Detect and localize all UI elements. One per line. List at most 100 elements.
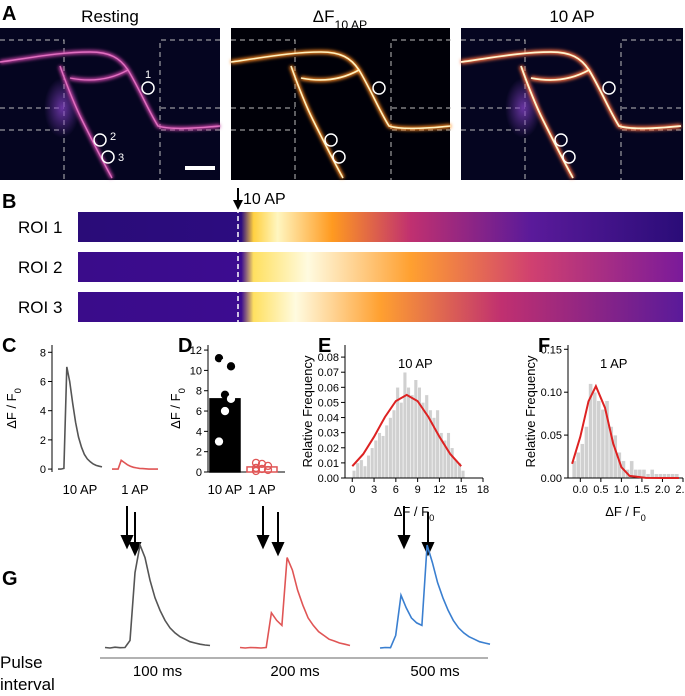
x-tick-label: 15	[455, 484, 467, 496]
roi-marker: 3	[118, 152, 124, 164]
x-tick-label: 9	[415, 484, 421, 496]
category-label: 1 AP	[121, 482, 148, 497]
row-label: ROI 2	[18, 258, 62, 277]
histogram-bar	[575, 452, 581, 479]
panel-label: E	[318, 335, 331, 357]
data-point	[251, 458, 261, 468]
histogram-bar	[413, 379, 418, 479]
data-point	[214, 380, 224, 389]
histogram-bar	[460, 470, 466, 479]
x-axis-label-sub: 0	[641, 513, 646, 523]
histogram-bar	[370, 447, 375, 479]
kymographs	[78, 188, 683, 322]
x-tick-label: 1.5	[634, 484, 649, 496]
histogram-bar	[373, 439, 378, 479]
histogram-bar	[435, 409, 440, 479]
y-axis-label: ΔF / F0	[4, 388, 23, 429]
data-point	[214, 400, 224, 410]
data-point	[251, 466, 261, 476]
x-tick-label: 0.0	[573, 484, 588, 496]
histogram-bar	[600, 409, 606, 479]
x-tick-label: 0.5	[593, 484, 608, 496]
y-axis-label-sub: 0	[13, 388, 23, 393]
y-axis-label: ΔF / F0	[168, 388, 187, 429]
histogram-bar	[424, 394, 429, 479]
y-axis-label: Relative Frequency	[523, 355, 538, 467]
data-point	[251, 463, 261, 473]
y-tick-label: 8	[196, 386, 202, 398]
data-point	[263, 465, 273, 475]
trace	[112, 459, 158, 470]
panel-label: F	[538, 335, 550, 357]
histogram-bar	[406, 387, 411, 479]
data-point	[226, 362, 236, 371]
image-delta	[229, 28, 453, 181]
histogram-bar	[384, 424, 389, 479]
histogram-bar	[391, 409, 397, 479]
panel-label: D	[178, 335, 192, 357]
x-tick-label: 0	[349, 484, 355, 496]
y-tick-label: 0.04	[318, 413, 339, 425]
x-tick-label: 12	[433, 484, 445, 496]
x-axis-label-main: ΔF / F	[394, 504, 429, 519]
trace	[58, 366, 103, 470]
y-axis-label: Relative Frequency	[300, 355, 315, 467]
y-tick-label: 0.08	[318, 352, 339, 364]
roi-marker: 1	[145, 69, 151, 81]
image-title: ΔF10 AP	[313, 7, 367, 32]
y-tick-label: 0.03	[318, 428, 339, 440]
stimulus-label: 10 AP	[243, 191, 286, 208]
histogram-bar	[450, 447, 455, 479]
histogram-bar	[584, 426, 589, 479]
histogram-bar	[592, 391, 598, 479]
row-label: ROI 1	[18, 218, 62, 237]
category-label: 100 ms	[133, 663, 182, 680]
data-point	[220, 390, 230, 399]
y-tick-label: 0.00	[318, 473, 339, 485]
y-tick-label: 2	[40, 435, 46, 447]
trace	[104, 542, 211, 649]
y-tick-label: 4	[40, 406, 46, 418]
histogram-bar	[402, 371, 407, 479]
y-tick-label: 0.02	[318, 443, 339, 455]
histogram-bar	[377, 432, 382, 479]
chart-title: 10 AP	[398, 356, 433, 371]
x-axis-label: ΔF / F0	[394, 504, 435, 523]
x-tick-label: 18	[477, 484, 489, 496]
category-label: 1 AP	[248, 482, 275, 497]
histogram-bar	[388, 417, 393, 479]
y-axis-label-main: ΔF / F	[168, 393, 183, 428]
stimulus-arrows	[120, 506, 435, 557]
category-label: 10 AP	[208, 482, 243, 497]
data-point	[220, 358, 230, 367]
x-axis-label-main: ΔF / F	[605, 504, 640, 519]
data-point	[220, 406, 230, 416]
histogram-bar	[649, 469, 655, 479]
histogram-bar	[355, 462, 360, 479]
histogram-bar	[421, 402, 426, 479]
y-tick-label: 0	[196, 467, 202, 479]
y-tick-label: 0.05	[318, 397, 339, 409]
roi-marker: 2	[110, 131, 116, 143]
x-tick-label: 6	[393, 484, 399, 496]
y-tick-label: 0.10	[541, 387, 562, 399]
panel-label: A	[2, 3, 16, 25]
image-title: 10 AP	[549, 7, 594, 26]
y-tick-label: 0.00	[541, 473, 562, 485]
y-tick-label: 4	[196, 426, 202, 438]
y-tick-label: 8	[40, 347, 46, 359]
x-tick-label: 3	[371, 484, 377, 496]
y-tick-label: 6	[40, 376, 46, 388]
y-tick-label: 2	[196, 447, 202, 459]
x-axis-label: ΔF / F0	[605, 504, 646, 523]
y-tick-label: 0.15	[541, 344, 562, 356]
image-title: Resting	[81, 7, 139, 26]
histogram-bar	[596, 400, 602, 479]
histogram-bar	[446, 432, 451, 479]
x-axis-label: interval	[0, 675, 55, 694]
category-label: 10 AP	[63, 482, 98, 497]
data-point	[226, 394, 236, 403]
y-tick-label: 10	[190, 365, 202, 377]
row-label: ROI 3	[18, 298, 62, 317]
